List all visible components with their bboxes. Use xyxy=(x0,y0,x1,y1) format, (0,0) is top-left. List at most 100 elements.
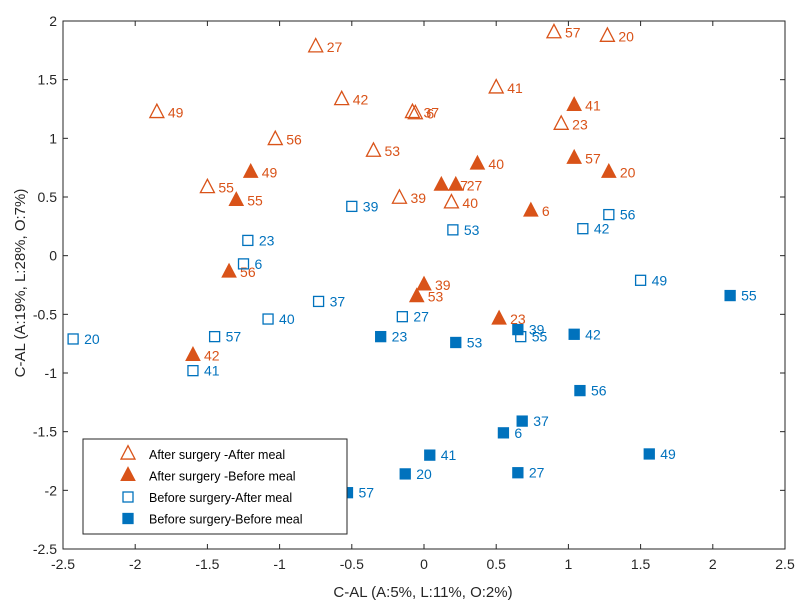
legend-marker xyxy=(120,466,136,482)
series-group: 27 57 20 42 41 49 376 23 56 53 55 39 40 xyxy=(148,23,634,211)
data-point xyxy=(237,258,250,270)
data-point xyxy=(333,89,350,106)
y-tick-label: -1.5 xyxy=(33,424,57,440)
point-label: 20 xyxy=(416,466,432,482)
data-point xyxy=(346,200,358,213)
legend-marker xyxy=(122,491,134,503)
x-tick-label: -0.5 xyxy=(340,556,364,572)
data-point xyxy=(399,468,411,480)
data-point xyxy=(447,175,464,191)
x-tick-label: 2.5 xyxy=(775,556,795,572)
data-point xyxy=(566,96,583,112)
axis-frame xyxy=(62,20,786,550)
point-label: 23 xyxy=(572,116,588,132)
x-tick-label: 1 xyxy=(565,556,573,572)
data-point xyxy=(433,175,450,191)
point-label: 20 xyxy=(620,164,636,180)
point-label: 53 xyxy=(467,334,483,350)
point-label: 40 xyxy=(488,156,504,172)
data-point xyxy=(512,323,524,336)
x-axis-label: C-AL (A:5%, L:11%, O:2%) xyxy=(333,584,512,601)
point-label: 57 xyxy=(226,329,242,345)
data-point xyxy=(599,26,616,42)
data-point xyxy=(545,23,563,39)
point-label: 6 xyxy=(426,106,434,122)
point-label: 20 xyxy=(618,28,634,44)
data-point xyxy=(450,336,462,349)
point-label: 57 xyxy=(565,25,581,41)
point-label: 42 xyxy=(585,326,601,342)
data-point xyxy=(601,162,617,178)
point-label: 55 xyxy=(741,288,757,304)
point-label: 37 xyxy=(533,413,549,429)
point-label: 49 xyxy=(652,272,668,288)
point-label: 37 xyxy=(330,293,346,309)
point-label: 56 xyxy=(591,383,607,399)
y-axis-label: C-AL (A:19%, L:28%, O:7%) xyxy=(12,189,29,378)
data-points: 2757204241493762356535539404157204049372… xyxy=(67,23,757,501)
point-label: 6 xyxy=(255,256,263,272)
point-label: 53 xyxy=(384,143,400,159)
data-point xyxy=(404,102,421,119)
point-label: 56 xyxy=(240,264,256,280)
point-label: 55 xyxy=(247,193,263,209)
data-point xyxy=(187,365,199,377)
data-point xyxy=(67,333,79,345)
point-label: 27 xyxy=(529,465,545,481)
point-label: 49 xyxy=(262,164,278,180)
x-tick-label: 1.5 xyxy=(631,556,651,572)
point-label: 23 xyxy=(392,329,408,345)
x-tick-label: 2 xyxy=(709,556,717,572)
point-label: 40 xyxy=(462,195,478,211)
data-point xyxy=(424,449,436,461)
point-label: 57 xyxy=(358,485,374,501)
point-label: 39 xyxy=(435,277,451,293)
data-point xyxy=(267,129,284,146)
point-label: 37 xyxy=(423,105,439,121)
data-point xyxy=(365,141,382,157)
data-point xyxy=(375,330,387,343)
series-group: 415720404937275565639532342 xyxy=(185,96,636,363)
point-label: 42 xyxy=(594,221,610,237)
data-point xyxy=(407,103,424,120)
point-label: 39 xyxy=(529,322,545,338)
data-point xyxy=(208,330,221,343)
x-tick-label: -1 xyxy=(273,556,286,572)
data-point xyxy=(416,275,432,291)
x-tick-label: 0 xyxy=(420,556,428,572)
data-point xyxy=(242,234,254,247)
y-tick-label: -2 xyxy=(45,482,58,498)
point-label: 55 xyxy=(218,180,234,196)
data-point xyxy=(516,415,528,427)
point-label: 39 xyxy=(410,190,426,206)
point-label: 56 xyxy=(620,207,636,223)
data-point xyxy=(724,289,736,302)
data-point xyxy=(643,448,655,460)
legend-entry: Before surgery-Before meal xyxy=(122,513,303,527)
point-label: 57 xyxy=(585,150,601,166)
point-label: 41 xyxy=(585,97,601,113)
legend-label: After surgery -After meal xyxy=(149,448,285,462)
point-label: 23 xyxy=(510,311,526,327)
data-point xyxy=(553,114,570,130)
legend-entry: After surgery -Before meal xyxy=(120,466,296,484)
x-tick-label: 0.5 xyxy=(486,556,506,572)
point-label: 40 xyxy=(279,311,295,327)
x-axis-ticks: -2.5 -2 -1.5 -1 -0.5 0 0.5 1 1.5 2 2.5 xyxy=(51,21,795,572)
point-label: 49 xyxy=(660,446,676,462)
y-axis-ticks: -2.5 -2 -1.5 -1 -0.5 0 0.5 1 1.5 2 xyxy=(33,13,785,557)
y-tick-label: 1 xyxy=(49,130,57,146)
point-label: 41 xyxy=(204,363,220,379)
point-label: 49 xyxy=(168,105,184,121)
data-point xyxy=(391,188,408,204)
data-point xyxy=(307,37,324,53)
data-point xyxy=(603,208,615,221)
axes-box xyxy=(62,20,786,550)
data-point xyxy=(262,313,274,325)
data-point xyxy=(447,224,459,236)
data-point xyxy=(512,467,524,479)
y-tick-label: -2.5 xyxy=(33,541,57,557)
point-label: 41 xyxy=(441,447,457,463)
